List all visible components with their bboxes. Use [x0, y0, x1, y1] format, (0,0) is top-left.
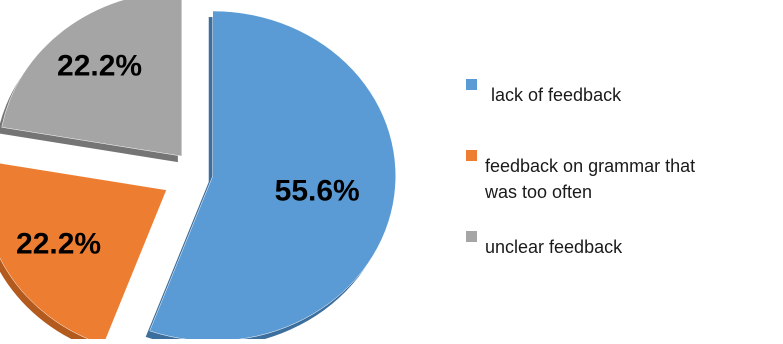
- legend-label-1: lack of feedback: [491, 85, 622, 105]
- legend-label-2: feedback on grammar that was too often: [484, 156, 695, 202]
- chart-legend: lack of feedback feedback on grammar that…: [466, 79, 695, 257]
- legend-item-2: feedback on grammar that was too often: [466, 150, 695, 202]
- pie-slice-2: [0, 162, 167, 344]
- legend-marker-3: [466, 231, 477, 242]
- legend-marker-2: [466, 150, 477, 161]
- legend-label-3: unclear feedback: [485, 237, 623, 257]
- pie-slices: [0, 0, 396, 344]
- slice-labels: 55.6% 22.2% 22.2%: [16, 50, 360, 261]
- legend-item-1: lack of feedback: [466, 79, 622, 105]
- slice-data-label-1: 55.6%: [275, 175, 360, 208]
- pie-slice-3: [1, 0, 183, 157]
- slice-data-label-3: 22.2%: [57, 50, 142, 83]
- legend-item-3: unclear feedback: [466, 231, 623, 257]
- slice-data-label-2: 22.2%: [16, 228, 101, 261]
- legend-marker-1: [466, 79, 477, 90]
